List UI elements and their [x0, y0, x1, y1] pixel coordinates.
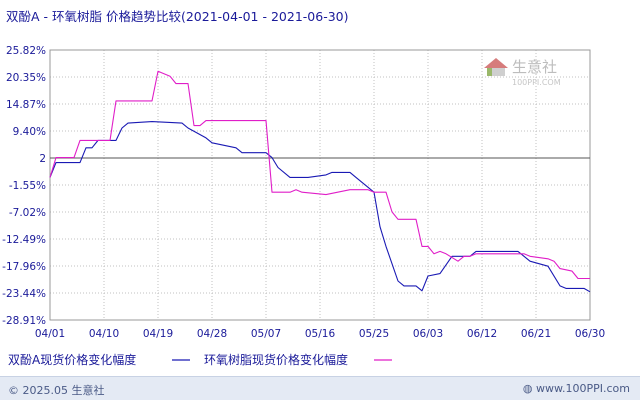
footer-copyright: © 2025.05 生意社: [8, 384, 105, 397]
watermark-brand: 生意社: [512, 58, 557, 76]
y-tick-label: -1.55%: [9, 180, 46, 192]
y-tick-label: -17.96%: [2, 261, 46, 273]
watermark-site: 100PPI.COM: [512, 78, 561, 87]
y-tick-label: 9.40%: [13, 126, 46, 138]
legend-label-series2: 环氧树脂现货价格变化幅度: [204, 352, 348, 367]
series-line-2: [49, 70, 590, 280]
x-tick-label: 04/01: [35, 328, 65, 340]
legend: 双酚A现货价格变化幅度 环氧树脂现货价格变化幅度: [8, 352, 392, 367]
y-tick-label: 2: [39, 153, 46, 165]
footer: © 2025.05 生意社 ◍ www.100PPI.com: [0, 376, 640, 400]
series-line-1: [49, 121, 591, 293]
x-tick-label: 06/03: [413, 328, 443, 340]
gridlines: [49, 49, 591, 321]
x-tick-label: 05/16: [305, 328, 336, 340]
legend-label-series1: 双酚A现货价格变化幅度: [8, 352, 136, 367]
y-axis-ticks: 25.82% 20.35% 14.87% 9.40% 2 -1.55% -7.02% -12.…: [2, 45, 46, 327]
x-tick-label: 05/25: [359, 328, 389, 340]
y-tick-label: -7.02%: [9, 207, 46, 219]
y-tick-label: -12.49%: [2, 234, 46, 246]
x-axis-ticks: 04/01 04/10 04/19 04/28 05/07 05/16 05/25 06/03…: [35, 328, 605, 340]
series-layer: [49, 70, 591, 293]
footer-site: ◍ www.100PPI.com: [523, 382, 630, 395]
watermark-logo-icon: [484, 58, 508, 76]
footer-site-link[interactable]: www.100PPI.com: [536, 382, 630, 395]
x-tick-label: 06/30: [575, 328, 605, 340]
y-tick-label: 20.35%: [6, 72, 46, 84]
chart-title: 双酚A - 环氧树脂 价格趋势比较(2021-04-01 - 2021-06-3…: [6, 9, 349, 24]
x-tick-label: 06/12: [467, 328, 497, 340]
footer-globe-icon: ◍: [522, 382, 537, 395]
x-tick-label: 04/10: [89, 328, 119, 340]
x-tick-label: 06/21: [521, 328, 551, 340]
y-tick-label: 14.87%: [6, 99, 46, 111]
y-tick-label: -28.91%: [2, 315, 46, 327]
watermark: 生意社 100PPI.COM: [484, 58, 561, 87]
x-tick-label: 04/19: [143, 328, 173, 340]
x-tick-label: 05/07: [251, 328, 281, 340]
y-tick-label: -23.44%: [2, 288, 46, 300]
y-tick-label: 25.82%: [6, 45, 46, 57]
x-tick-label: 04/28: [197, 328, 227, 340]
plot-frame: [49, 49, 591, 321]
chart: 生意社 100PPI.COM 25.82% 20.35% 14.87% 9.40% 2 -…: [2, 45, 605, 367]
